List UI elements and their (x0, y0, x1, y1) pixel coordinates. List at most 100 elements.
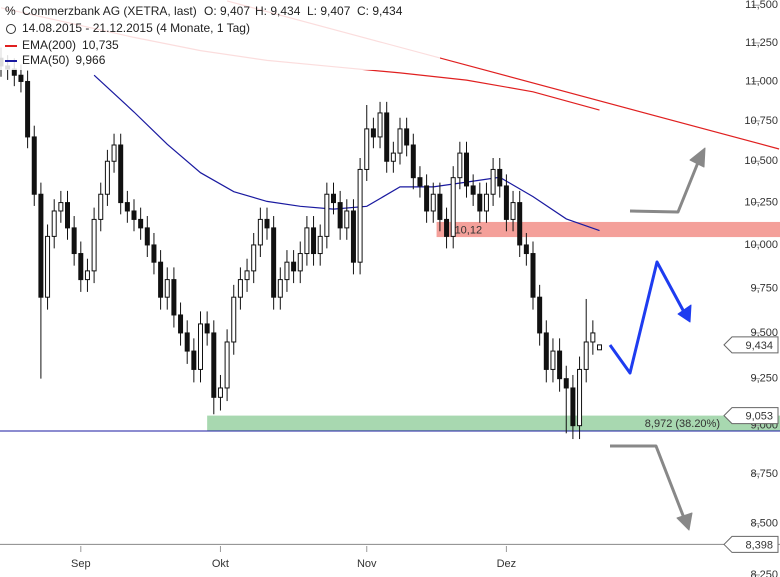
y-tick-label: 9,250 (750, 373, 778, 385)
candle-body (470, 185, 476, 195)
candle-body (390, 152, 396, 162)
y-tick-label: 10,250 (744, 196, 778, 208)
candle-body (590, 332, 596, 343)
candle-body (237, 279, 243, 298)
x-tick-label: Dez (497, 558, 517, 570)
zone (207, 415, 780, 432)
price-tag (723, 336, 779, 354)
candle-body (71, 227, 77, 255)
candle-body (490, 168, 496, 195)
legend-value: 9,966 (75, 53, 105, 67)
zone (436, 221, 780, 238)
candle-body (377, 112, 383, 138)
candle-body (430, 193, 436, 212)
candle-body (331, 193, 336, 204)
quote: O: 9,407 (204, 4, 250, 18)
quote: C: 9,434 (357, 4, 403, 18)
zone-label: 8,972 (38.20%) (645, 418, 720, 430)
header: % Commerzbank AG (XETRA, last) O: 9,407 … (0, 0, 440, 70)
candle-body (271, 227, 277, 298)
y-tick-label: 11,500 (745, 0, 778, 11)
candle-body (164, 279, 170, 298)
zones: 10,12 8,972 (38.20%) (207, 221, 780, 432)
candle-body (58, 202, 64, 212)
y-tick-label: 8,750 (750, 468, 778, 480)
candle-body (91, 218, 97, 272)
candle-body (304, 227, 310, 255)
candle-body (38, 193, 44, 298)
candle-body (450, 177, 456, 237)
candle-body (370, 128, 376, 138)
candle-body (264, 218, 270, 229)
candle-body (198, 323, 203, 370)
candle-body (124, 202, 130, 212)
y-tick-label: 10,500 (744, 155, 778, 167)
candle-body (477, 193, 483, 212)
candle-body (104, 160, 110, 195)
candle-body (191, 350, 197, 370)
y-tick-label: 8,250 (750, 569, 778, 577)
candle-body (583, 341, 589, 370)
candle-body (530, 253, 536, 298)
candle-body (317, 235, 323, 255)
candle-body (337, 202, 343, 229)
x-tick-label: Sep (71, 558, 91, 570)
candle-body (384, 112, 390, 162)
legend-label: EMA(200) (22, 38, 76, 52)
candle-body (138, 218, 144, 229)
candle-body (144, 227, 150, 246)
candle-body (118, 144, 124, 204)
y-tick-label: 11,250 (745, 37, 778, 49)
y-tick-label: 8,500 (750, 518, 778, 530)
candle-body (577, 368, 583, 427)
y-tick-label: 10,000 (744, 239, 778, 251)
candle-body (257, 218, 263, 246)
candle-body (84, 270, 90, 281)
candle-body (78, 253, 84, 281)
candle-body (98, 193, 104, 220)
price-tag-label: 9,053 (745, 411, 773, 423)
candles (0, 47, 602, 440)
candle-body (510, 202, 516, 220)
candle-body (503, 185, 509, 220)
candle-body (311, 227, 317, 255)
header-icon: % (5, 4, 16, 18)
legend-value: 10,735 (82, 38, 119, 52)
arrow-head (677, 304, 692, 323)
candle-body (324, 193, 330, 237)
clock-icon (6, 24, 16, 34)
candle-body (570, 387, 576, 427)
candle-body (364, 128, 370, 170)
arrow-zigzag (608, 260, 686, 375)
candle-body (65, 202, 70, 229)
candle-body (404, 128, 410, 146)
candle-body (417, 177, 423, 187)
y-tick-label: 11,000 (745, 75, 778, 87)
candle-body (25, 80, 31, 138)
chart-title: Commerzbank AG (XETRA, last) (22, 4, 197, 18)
subtitle: 14.08.2015 - 21.12.2015 (4 Monate, 1 Tag… (22, 21, 250, 35)
legend: EMA(200) 10,735 EMA(50) 9,966 (5, 38, 119, 67)
candle-body (410, 144, 416, 179)
candle-body (424, 185, 430, 212)
candle-body (483, 193, 489, 212)
candle-body (357, 168, 363, 263)
candle-body (537, 296, 543, 334)
arrows (608, 147, 706, 531)
price-tag (723, 535, 779, 553)
candle-body (291, 261, 297, 272)
candle-body (244, 270, 250, 281)
header-bg (0, 0, 440, 70)
arrow-head (689, 147, 706, 168)
price-tag (723, 407, 779, 425)
candle-body (277, 279, 283, 298)
price-tag-label: 9,434 (745, 340, 773, 352)
candle-body (437, 193, 443, 220)
candle-body (131, 210, 137, 220)
candle-body (111, 144, 117, 162)
candle-body (344, 210, 350, 229)
y-tick-label: 10,750 (744, 115, 778, 127)
x-tick-label: Okt (212, 558, 229, 570)
candle-body (178, 314, 184, 334)
